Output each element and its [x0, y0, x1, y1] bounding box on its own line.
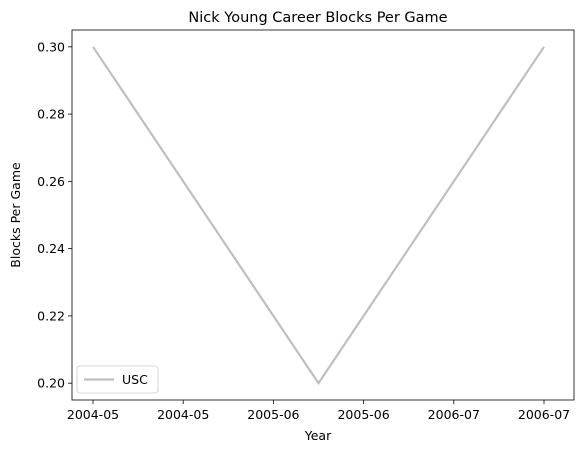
- legend-box: [76, 365, 159, 394]
- chart-title: Nick Young Career Blocks Per Game: [188, 10, 447, 26]
- x-tick-label: 2004-05: [67, 407, 119, 422]
- y-tick-label: 0.20: [37, 376, 65, 391]
- x-axis: 2004-05 2004-05 2005-06 2005-06 2006-07 2006-…: [67, 400, 570, 422]
- series-layer: [92, 46, 545, 386]
- x-tick-label: 2006-07: [428, 407, 480, 422]
- y-tick-label: 0.26: [37, 174, 65, 189]
- series-line-usc: [92, 46, 545, 386]
- plot-area: [71, 29, 575, 401]
- y-axis: 0.20 0.22 0.24 0.26 0.28 0.30: [37, 39, 72, 391]
- axes-frame: [71, 29, 575, 401]
- y-tick-label: 0.22: [37, 308, 65, 323]
- y-tick-label: 0.30: [37, 39, 65, 54]
- legend: USC: [76, 365, 159, 394]
- x-axis-label: Year: [304, 428, 332, 443]
- x-tick-label: 2006-07: [518, 407, 570, 422]
- x-tick-label: 2005-06: [247, 407, 299, 422]
- y-tick-label: 0.24: [37, 241, 65, 256]
- y-axis-label: Blocks Per Game: [8, 162, 23, 268]
- x-tick-label: 2004-05: [157, 407, 209, 422]
- x-tick-label: 2005-06: [337, 407, 389, 422]
- legend-label-usc: USC: [122, 372, 148, 387]
- y-tick-label: 0.28: [37, 107, 65, 122]
